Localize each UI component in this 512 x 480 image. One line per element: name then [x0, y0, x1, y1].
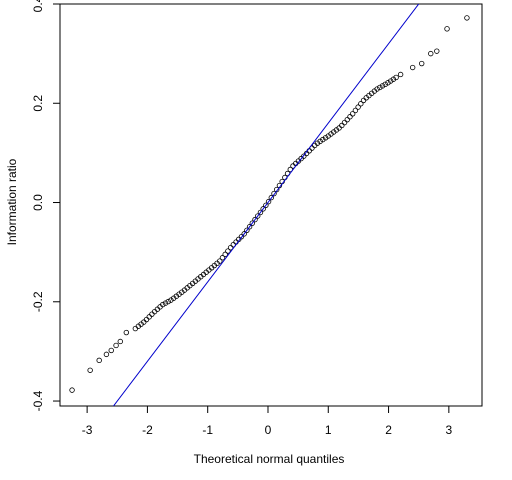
qq-point — [108, 347, 114, 354]
x-tick-label: 2 — [385, 423, 392, 437]
qq-point — [265, 198, 272, 205]
qq-point — [347, 114, 353, 120]
qq-point — [227, 244, 234, 251]
qq-point — [241, 231, 247, 237]
qq-point — [377, 84, 383, 91]
qq-point — [317, 138, 323, 145]
plot-area — [69, 4, 470, 406]
qq-point — [219, 255, 226, 261]
qq-point — [87, 367, 93, 373]
qq-point — [314, 140, 321, 146]
qq-points — [69, 15, 470, 393]
qq-point — [419, 60, 425, 67]
x-tick-label: 3 — [445, 423, 452, 437]
qq-point — [103, 351, 110, 358]
qq-point — [374, 86, 380, 92]
qq-point — [113, 342, 119, 349]
qq-point — [123, 329, 130, 336]
y-axis: -0.4 -0.2 0.0 0.2 0.4 — [31, 0, 61, 411]
qq-point — [387, 78, 394, 84]
qq-point — [160, 301, 166, 308]
x-tick-label: -1 — [202, 423, 213, 437]
qq-point — [255, 213, 261, 219]
qq-point — [358, 101, 364, 107]
x-axis-label: Theoretical normal quantiles — [194, 452, 345, 466]
qq-point — [271, 190, 277, 197]
qq-point — [69, 387, 75, 393]
x-tick-label: -2 — [142, 423, 153, 437]
qq-point — [217, 258, 223, 264]
qq-point — [117, 338, 123, 345]
qq-point — [143, 316, 150, 323]
y-axis-label: Information ratio — [5, 158, 19, 245]
qq-point — [382, 81, 388, 88]
qq-point — [96, 357, 102, 364]
qq-point — [352, 107, 359, 114]
qq-point — [244, 227, 250, 234]
qq-point — [146, 314, 152, 320]
y-tick-label: 0.2 — [31, 95, 45, 112]
qq-point — [393, 74, 399, 81]
x-tick-label: 1 — [325, 423, 332, 437]
qq-point — [428, 50, 434, 57]
y-tick-label: 0.0 — [31, 194, 45, 211]
qq-point — [257, 209, 264, 216]
qq-point — [349, 111, 356, 117]
qq-point — [464, 15, 470, 21]
y-tick-label: -0.2 — [31, 291, 45, 312]
qq-point — [379, 83, 386, 89]
qq-point — [238, 233, 245, 240]
qq-point — [260, 206, 266, 212]
qq-point — [390, 76, 397, 82]
qq-point — [263, 202, 269, 208]
reference-line — [112, 4, 420, 406]
y-tick-label: 0.4 — [31, 0, 45, 12]
qq-point — [222, 251, 228, 258]
qq-point — [274, 186, 280, 193]
qq-point — [165, 298, 171, 305]
qq-point — [355, 104, 361, 110]
x-tick-label: 0 — [265, 423, 272, 437]
qq-point — [409, 64, 416, 71]
x-tick-label: -3 — [82, 423, 93, 437]
qq-point — [249, 220, 256, 226]
qq-point — [397, 71, 404, 78]
qq-point — [322, 135, 329, 141]
qq-point — [385, 80, 391, 86]
qq-point — [434, 48, 440, 54]
qq-point — [162, 300, 169, 306]
qq-point — [268, 194, 275, 201]
qq-point — [225, 248, 231, 254]
qq-point — [344, 116, 350, 123]
qq-point — [341, 119, 348, 126]
qq-point — [252, 216, 258, 223]
qq-point — [246, 224, 253, 230]
y-tick-label: -0.4 — [31, 390, 45, 411]
qq-point — [320, 136, 326, 143]
qq-point — [339, 122, 345, 129]
qq-point — [444, 26, 450, 32]
x-axis: -3 -2 -1 0 1 2 3 — [82, 405, 452, 437]
